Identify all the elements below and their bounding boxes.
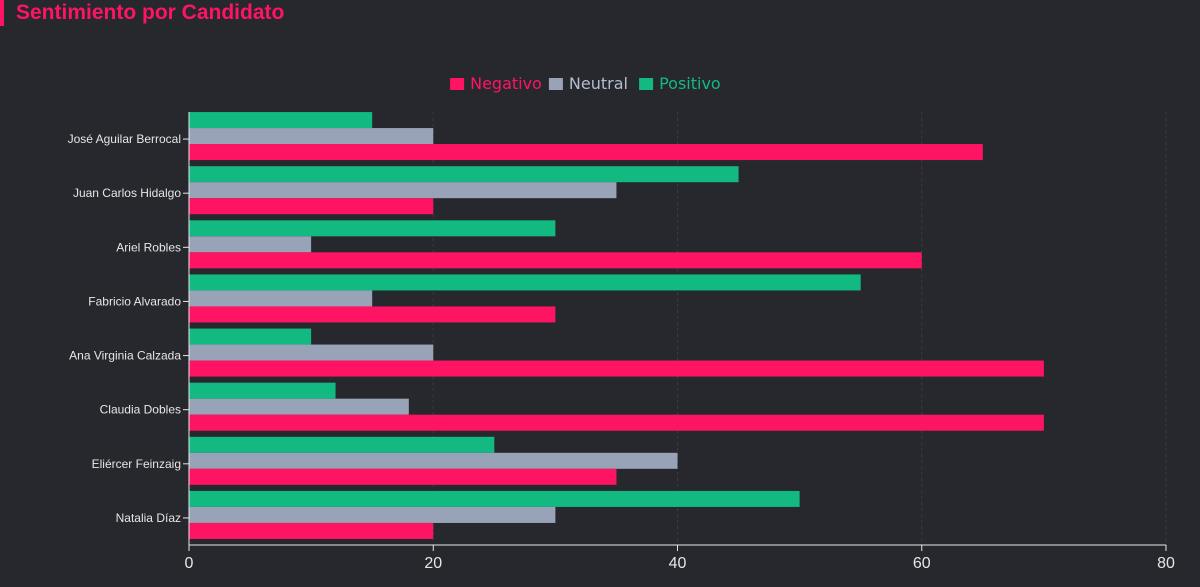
y-tick-label-natalia-diaz: Natalia Díaz xyxy=(116,511,181,525)
bar-positivo-natalia-diaz xyxy=(189,490,800,507)
legend-swatch-neutral[interactable] xyxy=(548,78,563,90)
y-tick-label-eliercer-feinzaig: Eliércer Feinzaig xyxy=(92,457,181,471)
y-tick-label-fabricio-alvarado: Fabricio Alvarado xyxy=(88,294,181,308)
bar-positivo-juan-carlos-hidalgo xyxy=(189,166,739,183)
chart-title: Sentimiento por Candidato xyxy=(16,1,285,24)
y-tick-label-ana-virginia-calzada: Ana Virginia Calzada xyxy=(69,349,181,363)
legend-swatch-positivo[interactable] xyxy=(639,78,654,90)
bar-negativo-fabricio-alvarado xyxy=(189,306,556,323)
legend-label-negativo[interactable]: Negativo xyxy=(470,74,542,93)
bar-neutral-jose-aguilar-berrocal xyxy=(189,128,434,145)
bar-positivo-jose-aguilar-berrocal xyxy=(189,112,373,129)
title-accent-bar xyxy=(0,0,4,26)
bar-negativo-juan-carlos-hidalgo xyxy=(189,198,434,215)
bar-neutral-claudia-dobles xyxy=(189,398,409,415)
bar-negativo-eliercer-feinzaig xyxy=(189,468,617,485)
bar-neutral-fabricio-alvarado xyxy=(189,290,373,307)
y-tick-label-jose-aguilar-berrocal: José Aguilar Berrocal xyxy=(68,132,181,146)
x-tick-label-80: 80 xyxy=(1157,555,1175,572)
bar-negativo-ana-virginia-calzada xyxy=(189,360,1044,377)
x-tick-label-60: 60 xyxy=(913,555,931,572)
bar-negativo-natalia-diaz xyxy=(189,522,434,539)
legend-swatch-negativo[interactable] xyxy=(450,78,465,90)
bar-positivo-eliercer-feinzaig xyxy=(189,436,495,453)
y-tick-label-ariel-robles: Ariel Robles xyxy=(116,240,181,254)
x-tick-label-20: 20 xyxy=(424,555,442,572)
bar-positivo-ana-virginia-calzada xyxy=(189,328,312,345)
legend-label-positivo[interactable]: Positivo xyxy=(659,74,721,93)
bar-positivo-ariel-robles xyxy=(189,220,556,237)
x-tick-label-40: 40 xyxy=(669,555,687,572)
bar-negativo-ariel-robles xyxy=(189,252,922,269)
legend-label-neutral[interactable]: Neutral xyxy=(569,74,628,93)
bar-neutral-natalia-diaz xyxy=(189,506,556,523)
x-tick-label-0: 0 xyxy=(185,555,194,572)
bar-positivo-fabricio-alvarado xyxy=(189,274,861,291)
bar-negativo-claudia-dobles xyxy=(189,414,1044,431)
bar-neutral-ana-virginia-calzada xyxy=(189,344,434,361)
bar-neutral-ariel-robles xyxy=(189,236,312,253)
bar-neutral-juan-carlos-hidalgo xyxy=(189,182,617,199)
bar-negativo-jose-aguilar-berrocal xyxy=(189,144,983,161)
y-tick-label-claudia-dobles: Claudia Dobles xyxy=(100,403,181,417)
bar-positivo-claudia-dobles xyxy=(189,382,336,399)
bar-neutral-eliercer-feinzaig xyxy=(189,452,678,469)
y-tick-label-juan-carlos-hidalgo: Juan Carlos Hidalgo xyxy=(73,186,181,200)
